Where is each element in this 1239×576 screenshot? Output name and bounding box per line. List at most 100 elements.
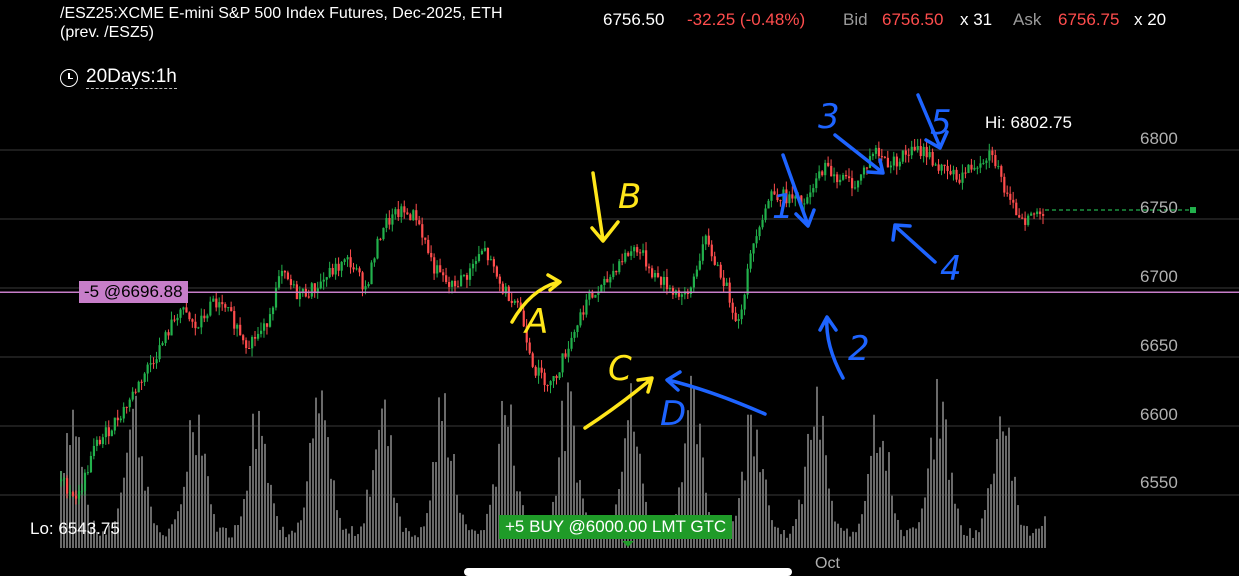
high-label: Hi: 6802.75 (985, 113, 1072, 132)
volume-bar (933, 459, 935, 548)
volume-bar (945, 419, 947, 548)
volume-bar (747, 414, 749, 548)
volume-bar (498, 443, 500, 548)
candle-body (934, 164, 937, 166)
volume-bar (894, 513, 896, 548)
volume-bar (291, 530, 293, 548)
candle-body (752, 243, 755, 254)
candle-body (1021, 217, 1024, 219)
candle-body (570, 337, 573, 349)
bid-price[interactable]: 6756.50 (882, 10, 944, 29)
volume-bar (411, 536, 413, 548)
candle-body (227, 307, 230, 309)
volume-bar (513, 465, 515, 548)
candle-body (642, 250, 645, 253)
volume-bar (471, 529, 473, 548)
volume-bar (837, 523, 839, 548)
candle-body (698, 260, 701, 270)
candle-body (916, 146, 919, 151)
candle-body (134, 391, 137, 393)
volume-bar (447, 457, 449, 548)
volume-bar (987, 488, 989, 548)
candle-body (131, 391, 134, 400)
candle-body (257, 333, 260, 339)
candle-body (958, 179, 961, 183)
candle-body (755, 236, 758, 244)
volume-bar (867, 473, 869, 548)
volume-bar (354, 535, 356, 548)
low-label: Lo: 6543.75 (30, 519, 120, 538)
candle-body (236, 324, 239, 329)
volume-bar (201, 455, 203, 548)
candle-body (865, 167, 869, 169)
candle-body (68, 492, 72, 494)
volume-bar (963, 534, 965, 548)
volume-bar (357, 534, 359, 548)
volume-bar (117, 508, 119, 548)
candle-body (677, 290, 681, 297)
volume-bar (480, 530, 482, 548)
candle-body (418, 220, 421, 225)
candle-body (848, 176, 851, 179)
volume-bar (690, 375, 692, 548)
candle-body (373, 258, 376, 263)
volume-bar (456, 494, 458, 548)
ask-price[interactable]: 6756.75 (1058, 10, 1120, 29)
candle-body (618, 261, 621, 273)
volume-bar (873, 414, 875, 548)
candle-body (65, 478, 69, 494)
volume-bar (633, 431, 635, 548)
volume-bar (972, 537, 974, 548)
volume-bar (492, 484, 494, 548)
volume-bar (150, 506, 152, 548)
candle-body (442, 272, 445, 276)
volume-bar (339, 517, 341, 548)
volume-bar (558, 457, 560, 548)
candle-body (471, 263, 475, 269)
candle-body (283, 270, 287, 273)
candle-body (343, 259, 346, 262)
volume-bar (825, 455, 827, 548)
volume-bar (924, 497, 926, 548)
volume-bar (132, 408, 134, 548)
volume-bar (312, 438, 314, 548)
candle-body (919, 146, 922, 157)
volume-bar (822, 415, 824, 548)
symbol-title[interactable]: /ESZ25:XCME E-mini S&P 500 Index Futures… (60, 4, 503, 42)
candle-body (656, 272, 660, 277)
volume-bar (969, 528, 971, 548)
volume-bar (795, 519, 797, 548)
volume-bar (1035, 528, 1037, 548)
candle-body (833, 174, 836, 177)
volume-bar (234, 525, 236, 548)
home-indicator (464, 568, 792, 576)
candle-body (74, 495, 78, 499)
volume-bar (276, 516, 278, 548)
annotation-label-4: 4 (940, 249, 962, 289)
candle-body (979, 163, 982, 168)
y-tick: 6750 (1140, 198, 1178, 217)
volume-bar (489, 504, 491, 548)
volume-bar (564, 451, 566, 548)
volume-bar (1023, 525, 1025, 548)
candle-body (149, 363, 152, 365)
candle-body (898, 161, 901, 167)
timeframe-selector[interactable]: 20Days:1h (60, 66, 177, 89)
candle-body (107, 427, 110, 437)
annotation-arrow-d (583, 376, 654, 430)
position-tag[interactable]: -5 @6696.88 (79, 281, 188, 303)
order-tag[interactable]: +5 BUY @6000.00 LMT GTC (499, 515, 733, 539)
candle-body (910, 146, 913, 156)
candle-body (161, 343, 164, 346)
volume-bar (306, 481, 308, 548)
candle-body (1006, 192, 1009, 194)
candle-body (1018, 215, 1021, 218)
volume-bar (159, 532, 161, 548)
candle-body (385, 218, 388, 228)
candle-body (824, 162, 827, 176)
volume-bar (741, 471, 743, 548)
candle-body (427, 239, 430, 253)
volume-bar (897, 519, 899, 548)
candle-body (197, 327, 200, 329)
